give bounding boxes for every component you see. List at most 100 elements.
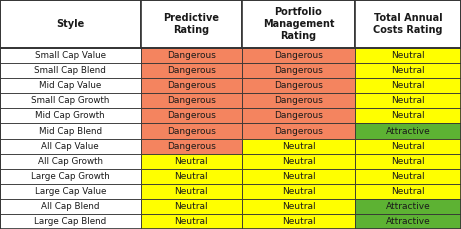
Bar [141, 184, 242, 199]
Text: Neutral: Neutral [282, 157, 315, 166]
Text: Large Cap Value: Large Cap Value [35, 187, 106, 196]
Bar [0, 154, 141, 169]
Text: Dangerous: Dangerous [274, 66, 323, 75]
Text: Large Cap Blend: Large Cap Blend [34, 217, 106, 226]
Text: Dangerous: Dangerous [274, 51, 323, 60]
Bar [0, 123, 141, 139]
Text: Neutral: Neutral [391, 187, 425, 196]
Bar [0, 214, 141, 229]
Bar [0, 93, 141, 108]
Text: Neutral: Neutral [391, 112, 425, 120]
Bar [141, 93, 242, 108]
Bar [141, 108, 242, 123]
Bar [141, 48, 242, 63]
Bar [242, 154, 355, 169]
Text: Large Cap Growth: Large Cap Growth [31, 172, 110, 181]
Bar [355, 184, 461, 199]
Text: Small Cap Growth: Small Cap Growth [31, 96, 110, 105]
Text: Neutral: Neutral [391, 172, 425, 181]
Text: Dangerous: Dangerous [274, 96, 323, 105]
Text: Neutral: Neutral [391, 81, 425, 90]
Bar [141, 123, 242, 139]
Bar [355, 214, 461, 229]
Text: Neutral: Neutral [391, 51, 425, 60]
Bar [242, 0, 355, 48]
Bar [242, 214, 355, 229]
Text: Neutral: Neutral [282, 187, 315, 196]
Bar [0, 199, 141, 214]
Bar [141, 169, 242, 184]
Text: Dangerous: Dangerous [167, 66, 216, 75]
Bar [141, 139, 242, 154]
Text: Dangerous: Dangerous [167, 51, 216, 60]
Bar [355, 78, 461, 93]
Text: Dangerous: Dangerous [274, 81, 323, 90]
Text: Mid Cap Value: Mid Cap Value [39, 81, 101, 90]
Text: Dangerous: Dangerous [167, 142, 216, 151]
Bar [0, 169, 141, 184]
Bar [355, 63, 461, 78]
Text: All Cap Growth: All Cap Growth [38, 157, 103, 166]
Bar [355, 123, 461, 139]
Text: Style: Style [56, 19, 84, 29]
Bar [242, 199, 355, 214]
Text: Predictive
Rating: Predictive Rating [163, 13, 219, 35]
Text: Total Annual
Costs Rating: Total Annual Costs Rating [373, 13, 443, 35]
Bar [242, 169, 355, 184]
Text: Neutral: Neutral [282, 217, 315, 226]
Text: Attractive: Attractive [385, 202, 431, 211]
Bar [0, 139, 141, 154]
Text: Dangerous: Dangerous [274, 112, 323, 120]
Bar [0, 108, 141, 123]
Text: Dangerous: Dangerous [274, 126, 323, 136]
Text: Small Cap Value: Small Cap Value [35, 51, 106, 60]
Bar [242, 78, 355, 93]
Bar [141, 154, 242, 169]
Text: Neutral: Neutral [175, 187, 208, 196]
Bar [355, 139, 461, 154]
Text: Neutral: Neutral [175, 157, 208, 166]
Bar [355, 199, 461, 214]
Bar [0, 78, 141, 93]
Text: Dangerous: Dangerous [167, 81, 216, 90]
Bar [242, 123, 355, 139]
Bar [355, 108, 461, 123]
Bar [355, 169, 461, 184]
Bar [141, 78, 242, 93]
Bar [141, 199, 242, 214]
Text: Attractive: Attractive [385, 126, 431, 136]
Bar [141, 63, 242, 78]
Text: Portfolio
Management
Rating: Portfolio Management Rating [263, 8, 334, 41]
Bar [0, 184, 141, 199]
Text: Neutral: Neutral [391, 66, 425, 75]
Bar [242, 93, 355, 108]
Bar [242, 184, 355, 199]
Bar [242, 48, 355, 63]
Text: All Cap Value: All Cap Value [41, 142, 99, 151]
Bar [242, 108, 355, 123]
Text: Small Cap Blend: Small Cap Blend [35, 66, 106, 75]
Text: Neutral: Neutral [391, 142, 425, 151]
Text: Mid Cap Blend: Mid Cap Blend [39, 126, 102, 136]
Text: Neutral: Neutral [282, 172, 315, 181]
Text: Dangerous: Dangerous [167, 112, 216, 120]
Text: Neutral: Neutral [175, 217, 208, 226]
Bar [242, 139, 355, 154]
Bar [355, 0, 461, 48]
Text: All Cap Blend: All Cap Blend [41, 202, 100, 211]
Text: Neutral: Neutral [282, 142, 315, 151]
Text: Dangerous: Dangerous [167, 126, 216, 136]
Text: Neutral: Neutral [391, 96, 425, 105]
Text: Neutral: Neutral [175, 172, 208, 181]
Bar [355, 48, 461, 63]
Bar [355, 154, 461, 169]
Bar [242, 63, 355, 78]
Text: Attractive: Attractive [385, 217, 431, 226]
Text: Mid Cap Growth: Mid Cap Growth [35, 112, 105, 120]
Text: Neutral: Neutral [175, 202, 208, 211]
Bar [355, 93, 461, 108]
Text: Neutral: Neutral [282, 202, 315, 211]
Bar [0, 48, 141, 63]
Bar [0, 0, 141, 48]
Text: Neutral: Neutral [391, 157, 425, 166]
